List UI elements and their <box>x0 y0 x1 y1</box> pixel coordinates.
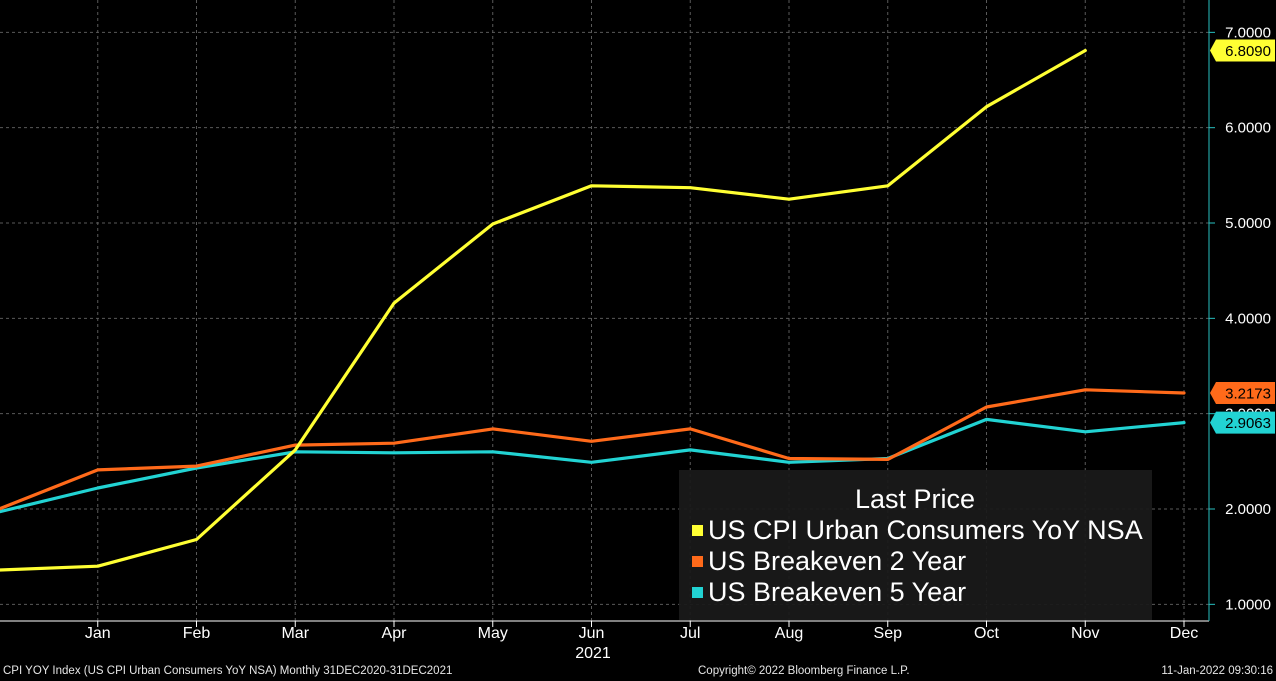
y-ticks: 1.00002.00003.00004.00005.00006.00007.00… <box>1209 24 1271 613</box>
y-tick-label: 1.0000 <box>1225 596 1271 613</box>
line-chart: Jan Feb Mar Apr May Jun Jul Aug Sep Oct Nov Dec 1.0… <box>0 0 1275 662</box>
x-tick-label: Jan <box>85 625 111 642</box>
x-ticks: Jan Feb Mar Apr May Jun Jul Aug Sep Oct Nov Dec <box>85 621 1198 642</box>
last-value-badges: 6.8090 3.2173 2.9063 <box>1210 39 1275 434</box>
x-tick-label: Nov <box>1071 625 1099 642</box>
legend-swatch <box>692 587 703 598</box>
badge-label: 3.2173 <box>1225 385 1271 402</box>
x-tick-label: Aug <box>775 625 803 642</box>
last-value-badge: 6.8090 <box>1210 39 1275 62</box>
badge-label: 2.9063 <box>1225 415 1271 432</box>
footer-source: CPI YOY Index (US CPI Urban Consumers Yo… <box>3 665 453 677</box>
y-tick-label: 2.0000 <box>1225 501 1271 518</box>
legend: Last Price US CPI Urban Consumers YoY NS… <box>679 470 1152 620</box>
x-tick-label: Feb <box>183 625 211 642</box>
x-tick-label: Sep <box>874 625 903 642</box>
y-tick-label: 4.0000 <box>1225 310 1271 327</box>
x-tick-label: Dec <box>1170 625 1198 642</box>
badge-shape <box>1210 411 1275 434</box>
x-tick-label: Mar <box>281 625 309 642</box>
badge-shape <box>1210 39 1275 62</box>
y-tick-label: 5.0000 <box>1225 215 1271 232</box>
legend-entry: US CPI Urban Consumers YoY NSA <box>692 515 1143 545</box>
legend-label: US Breakeven 5 Year <box>708 577 966 607</box>
series-line <box>0 48 1087 572</box>
legend-entry: US Breakeven 2 Year <box>692 546 966 576</box>
series-lines <box>0 48 1186 572</box>
x-tick-label: Oct <box>974 625 999 642</box>
y-tick-label: 6.0000 <box>1225 120 1271 137</box>
series-line <box>0 388 1186 511</box>
footer-copyright: Copyright© 2022 Bloomberg Finance L.P. <box>698 665 910 677</box>
x-tick-label: May <box>478 625 508 642</box>
footer-timestamp: 11-Jan-2022 09:30:16 <box>1161 665 1273 677</box>
x-tick-label: Jul <box>680 625 700 642</box>
year-label: 2021 <box>575 645 611 662</box>
last-value-badge: 2.9063 <box>1210 411 1275 434</box>
series-line <box>0 417 1186 514</box>
badge-label: 6.8090 <box>1225 43 1271 60</box>
x-tick-label: Jun <box>579 625 605 642</box>
legend-swatch <box>692 525 703 536</box>
legend-entry: US Breakeven 5 Year <box>692 577 966 607</box>
legend-label: US Breakeven 2 Year <box>708 546 966 576</box>
legend-swatch <box>692 556 703 567</box>
last-value-badge: 3.2173 <box>1210 381 1275 404</box>
legend-title: Last Price <box>855 484 975 514</box>
axes <box>0 0 1210 622</box>
legend-label: US CPI Urban Consumers YoY NSA <box>708 515 1143 545</box>
x-tick-label: Apr <box>382 625 408 642</box>
legend-box <box>679 470 1152 620</box>
y-tick-label: 7.0000 <box>1225 24 1271 41</box>
badge-shape <box>1210 381 1275 404</box>
